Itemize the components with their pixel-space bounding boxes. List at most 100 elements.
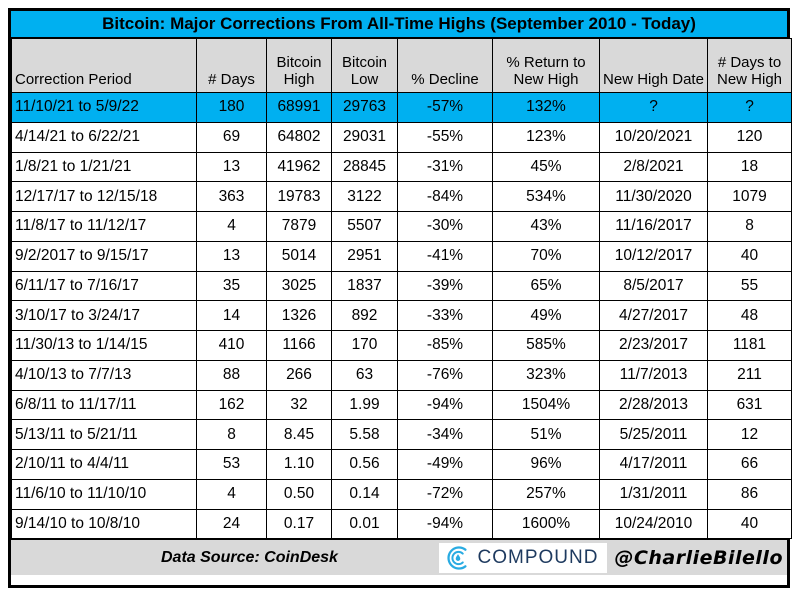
table-cell: 5/13/11 to 5/21/11 bbox=[11, 419, 197, 450]
table-cell: 86 bbox=[707, 478, 792, 510]
table-cell: -94% bbox=[397, 389, 493, 421]
table-cell: 11/30/2020 bbox=[599, 181, 708, 212]
col-header-bitcoin-low: Bitcoin Low bbox=[331, 38, 398, 93]
table-cell: -49% bbox=[397, 449, 493, 480]
table-cell: 211 bbox=[707, 359, 792, 391]
table-cell: 45% bbox=[492, 151, 600, 183]
table-row: 11/8/17 to 11/12/17 4 7879 5507 -30% 43% 11/16… bbox=[11, 211, 792, 242]
table-cell: 3025 bbox=[266, 270, 332, 302]
table-row: 2/10/11 to 4/4/11 53 1.10 0.56 -49% 96% 4/17/2… bbox=[11, 449, 792, 480]
table-cell: 10/20/2021 bbox=[599, 121, 708, 153]
table-cell: 8 bbox=[707, 211, 792, 242]
table-cell: 4 bbox=[196, 211, 267, 242]
table-cell: 8 bbox=[196, 419, 267, 450]
table-cell: 1166 bbox=[266, 330, 332, 361]
table-cell: 4/14/21 to 6/22/21 bbox=[11, 121, 197, 153]
bitcoin-corrections-panel: Bitcoin: Major Corrections From All-Time… bbox=[8, 8, 792, 588]
table-cell: 1/31/2011 bbox=[599, 478, 708, 510]
table-cell: 1837 bbox=[331, 270, 398, 302]
col-header-new-high-date: New High Date bbox=[599, 38, 708, 93]
page-title: Bitcoin: Major Corrections From All-Time… bbox=[11, 11, 787, 38]
table-cell: -33% bbox=[397, 300, 493, 331]
table-cell: 257% bbox=[492, 478, 600, 510]
table-cell: -94% bbox=[397, 508, 493, 540]
table-cell: 4/10/13 to 7/7/13 bbox=[11, 359, 197, 391]
table-cell: 2/28/2013 bbox=[599, 389, 708, 421]
table-row: 9/2/2017 to 9/15/17 13 5014 2951 -41% 70% 10/1… bbox=[11, 240, 792, 272]
col-header-pct-return: % Return to New High bbox=[492, 38, 600, 93]
table-cell: 29763 bbox=[331, 92, 398, 123]
table-row: 9/14/10 to 10/8/10 24 0.17 0.01 -94% 1600% 10/… bbox=[11, 508, 792, 540]
table-cell: 1.99 bbox=[331, 389, 398, 421]
col-header-correction-period: Correction Period bbox=[11, 38, 197, 93]
table-cell: 11/10/21 to 5/9/22 bbox=[11, 92, 197, 123]
table-cell: 0.17 bbox=[266, 508, 332, 540]
table-cell: 585% bbox=[492, 330, 600, 361]
table-cell: -57% bbox=[397, 92, 493, 123]
compound-logo-text: COMPOUND bbox=[477, 546, 599, 568]
table-cell: 18 bbox=[707, 151, 792, 183]
table-cell: 0.14 bbox=[331, 478, 398, 510]
table-cell: 9/2/2017 to 9/15/17 bbox=[11, 240, 197, 272]
table-cell: 1504% bbox=[492, 389, 600, 421]
table-cell: 96% bbox=[492, 449, 600, 480]
table-cell: 323% bbox=[492, 359, 600, 391]
table-cell: 266 bbox=[266, 359, 332, 391]
table-row: 12/17/17 to 12/15/18 363 19783 3122 -84% 534%… bbox=[11, 181, 792, 212]
table-cell: 3122 bbox=[331, 181, 398, 212]
table-body: 11/10/21 to 5/9/22 180 68991 29763 -57% 132%?… bbox=[11, 92, 792, 540]
table-cell: ? bbox=[599, 92, 708, 123]
col-header-pct-decline: % Decline bbox=[397, 38, 493, 93]
table-cell: 6/8/11 to 11/17/11 bbox=[11, 389, 197, 421]
table-cell: 1600% bbox=[492, 508, 600, 540]
table-cell: 4/27/2017 bbox=[599, 300, 708, 331]
table-cell: 68991 bbox=[266, 92, 332, 123]
table-cell: 19783 bbox=[266, 181, 332, 212]
table-cell: 1079 bbox=[707, 181, 792, 212]
table-cell: 11/6/10 to 11/10/10 bbox=[11, 478, 197, 510]
table-cell: 35 bbox=[196, 270, 267, 302]
table-cell: 3/10/17 to 3/24/17 bbox=[11, 300, 197, 331]
table-row: 11/10/21 to 5/9/22 180 68991 29763 -57% 132%?… bbox=[11, 92, 792, 123]
table-cell: 12 bbox=[707, 419, 792, 450]
table-cell: -84% bbox=[397, 181, 493, 212]
table-cell: 12/17/17 to 12/15/18 bbox=[11, 181, 197, 212]
table-row: 5/13/11 to 5/21/11 8 8.45 5.58 -34% 51% 5/25/2… bbox=[11, 419, 792, 450]
table-cell: 4 bbox=[196, 478, 267, 510]
table-row: 1/8/21 to 1/21/21 13 41962 28845 -31% 45% 2/8/… bbox=[11, 151, 792, 183]
table-cell: 123% bbox=[492, 121, 600, 153]
table-cell: 13 bbox=[196, 151, 267, 183]
col-header-days-to-new-high: # Days to New High bbox=[707, 38, 792, 93]
table-cell: 6/11/17 to 7/16/17 bbox=[11, 270, 197, 302]
table-cell: 5507 bbox=[331, 211, 398, 242]
table-cell: 49% bbox=[492, 300, 600, 331]
table-cell: 132% bbox=[492, 92, 600, 123]
table-cell: 5.58 bbox=[331, 419, 398, 450]
table-cell: 63 bbox=[331, 359, 398, 391]
table-cell: -55% bbox=[397, 121, 493, 153]
table-cell: 32 bbox=[266, 389, 332, 421]
table-cell: 0.50 bbox=[266, 478, 332, 510]
table-cell: -41% bbox=[397, 240, 493, 272]
table-cell: 51% bbox=[492, 419, 600, 450]
table-row: 6/11/17 to 7/16/17 35 3025 1837 -39% 65% 8/5/2… bbox=[11, 270, 792, 302]
data-source-label: Data Source: CoinDesk bbox=[161, 548, 338, 566]
table-cell: 631 bbox=[707, 389, 792, 421]
table-cell: 88 bbox=[196, 359, 267, 391]
table-cell: 1326 bbox=[266, 300, 332, 331]
table-cell: 40 bbox=[707, 240, 792, 272]
table-cell: 2/23/2017 bbox=[599, 330, 708, 361]
table-cell: 170 bbox=[331, 330, 398, 361]
table-cell: 8.45 bbox=[266, 419, 332, 450]
table-cell: -72% bbox=[397, 478, 493, 510]
table-cell: 1/8/21 to 1/21/21 bbox=[11, 151, 197, 183]
table-row: 11/6/10 to 11/10/10 4 0.50 0.14 -72% 257% 1/31… bbox=[11, 478, 792, 510]
col-header-bitcoin-high: Bitcoin High bbox=[266, 38, 332, 93]
table-cell: 2/8/2021 bbox=[599, 151, 708, 183]
table-cell: 43% bbox=[492, 211, 600, 242]
table-cell: 65% bbox=[492, 270, 600, 302]
compound-logo: COMPOUND bbox=[438, 542, 608, 573]
table-cell: 7879 bbox=[266, 211, 332, 242]
header-row: Correction Period # Days Bitcoin High Bi… bbox=[11, 38, 792, 93]
table-cell: -34% bbox=[397, 419, 493, 450]
